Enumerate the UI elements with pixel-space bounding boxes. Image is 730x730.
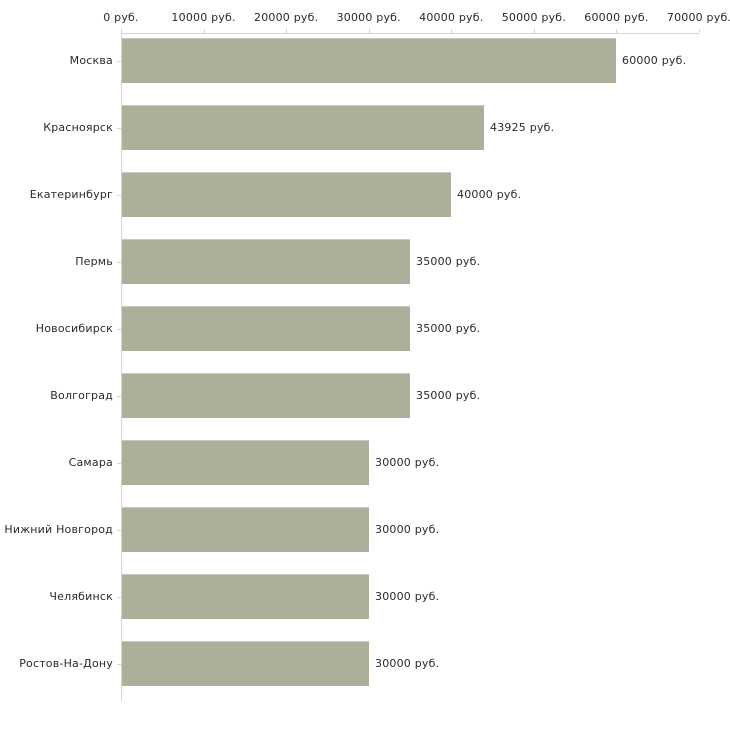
value-label: 30000 руб. — [375, 456, 440, 469]
value-label: 35000 руб. — [416, 322, 481, 335]
category-label: Новосибирск — [35, 322, 113, 335]
category-label: Ростов-На-Дону — [19, 657, 113, 670]
value-label: 30000 руб. — [375, 590, 440, 603]
x-axis-tick — [121, 29, 122, 33]
bar — [121, 373, 410, 418]
bar — [121, 239, 410, 284]
x-axis-tick — [699, 29, 700, 33]
x-axis-tick-label: 20000 руб. — [254, 11, 319, 24]
x-axis-tick — [286, 29, 287, 33]
x-axis-tick-label: 0 руб. — [103, 11, 139, 24]
category-label: Красноярск — [43, 121, 113, 134]
bar — [121, 38, 616, 83]
x-axis-tick-label: 40000 руб. — [419, 11, 484, 24]
value-label: 35000 руб. — [416, 389, 481, 402]
y-axis-line — [121, 33, 122, 701]
x-axis-tick-label: 70000 руб. — [666, 11, 730, 24]
bar — [121, 105, 484, 150]
x-axis-tick — [451, 29, 452, 33]
bar — [121, 172, 451, 217]
value-label: 30000 руб. — [375, 523, 440, 536]
y-axis-tick — [117, 463, 121, 464]
value-label: 40000 руб. — [457, 188, 522, 201]
bar — [121, 507, 369, 552]
x-axis-tick-label: 30000 руб. — [336, 11, 401, 24]
y-axis-tick — [117, 195, 121, 196]
value-label: 60000 руб. — [622, 54, 687, 67]
category-label: Пермь — [75, 255, 113, 268]
x-axis-tick — [204, 29, 205, 33]
value-label: 43925 руб. — [490, 121, 555, 134]
category-label: Екатеринбург — [29, 188, 113, 201]
category-label: Волгоград — [50, 389, 113, 402]
value-label: 35000 руб. — [416, 255, 481, 268]
y-axis-tick — [117, 597, 121, 598]
x-axis-line — [121, 33, 699, 34]
y-axis-tick — [117, 530, 121, 531]
y-axis-tick — [117, 61, 121, 62]
x-axis-tick — [534, 29, 535, 33]
bar — [121, 641, 369, 686]
category-label: Москва — [69, 54, 113, 67]
y-axis-tick — [117, 664, 121, 665]
x-axis-tick-label: 50000 руб. — [501, 11, 566, 24]
bar — [121, 440, 369, 485]
y-axis-tick — [117, 329, 121, 330]
bar — [121, 306, 410, 351]
bar — [121, 574, 369, 619]
y-axis-tick — [117, 262, 121, 263]
x-axis-tick-label: 60000 руб. — [584, 11, 649, 24]
x-axis-tick — [369, 29, 370, 33]
category-label: Нижний Новгород — [4, 523, 113, 536]
category-label: Челябинск — [49, 590, 113, 603]
y-axis-tick — [117, 396, 121, 397]
x-axis-tick — [616, 29, 617, 33]
value-label: 30000 руб. — [375, 657, 440, 670]
y-axis-tick — [117, 128, 121, 129]
category-label: Самара — [68, 456, 113, 469]
x-axis-tick-label: 10000 руб. — [171, 11, 236, 24]
